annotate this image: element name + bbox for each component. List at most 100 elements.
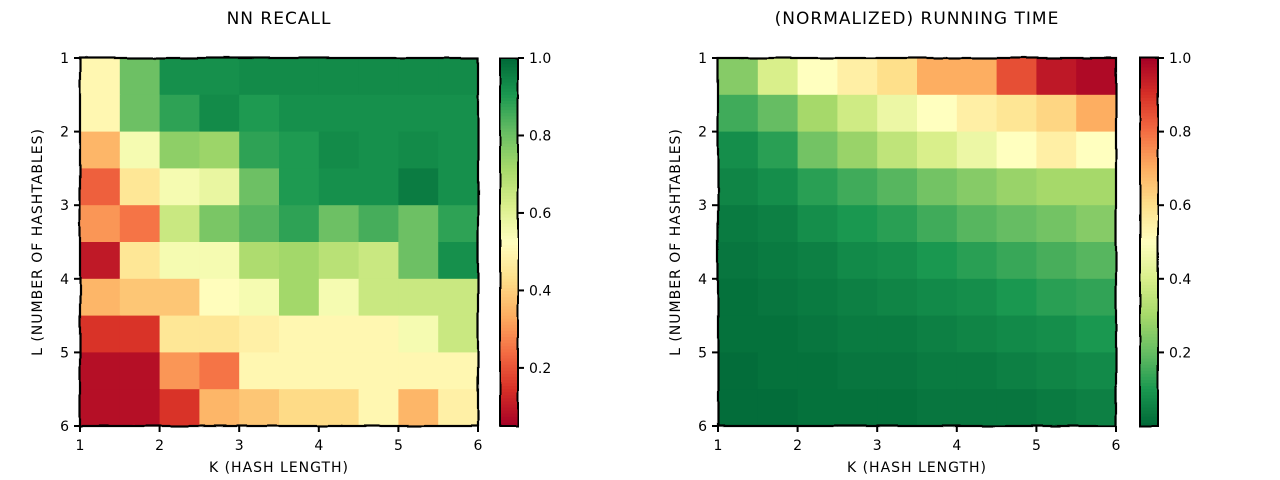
colorbar-swatch [500,235,518,240]
heatmap-cell [199,58,240,96]
colorbar-swatch [500,223,518,228]
colorbar-swatch [1140,309,1158,314]
colorbar-swatch [1140,284,1158,289]
heatmap-cell [358,94,399,133]
colorbar-swatch [500,61,518,65]
colorbar-swatch [1140,122,1158,127]
colorbar-swatch [1140,88,1158,93]
colorbar-swatch [500,211,518,215]
colorbar-swatch [1140,183,1158,188]
heatmap-cell [996,389,1037,427]
colorbar-swatch [500,220,518,225]
heatmap-cell [757,131,799,169]
colorbar-swatch [1140,110,1158,114]
colorbar-swatch [500,416,518,421]
colorbar-swatch [1140,275,1158,280]
x-axis-label: K (HASH LENGTH) [209,460,349,476]
heatmap-cell [1036,242,1077,280]
colorbar-swatch [500,232,518,237]
colorbar-swatch [500,122,518,127]
colorbar-swatch [500,337,518,341]
colorbar-tick-label: 0.4 [529,283,551,299]
colorbar-swatch [500,64,518,68]
heatmap-cell [199,315,240,353]
colorbar-tick-label: 1.0 [529,51,551,67]
colorbar-swatch [1140,235,1158,240]
heatmap-cell [80,205,121,243]
heatmap-cell [119,315,161,353]
colorbar-swatch [500,214,518,219]
colorbar-swatch [500,284,518,289]
heatmap-cell [1036,352,1077,390]
colorbar-swatch [1140,137,1158,142]
colorbar-swatch [1140,398,1158,403]
colorbar-swatch [1140,389,1158,393]
colorbar-swatch [1140,337,1158,341]
colorbar-swatch [1140,211,1158,215]
y-tick-label: 1 [60,51,69,67]
colorbar-swatch [500,358,518,363]
colorbar-swatch [500,238,518,243]
heatmap-cell [1036,315,1077,353]
colorbar-swatch [500,278,518,283]
heatmap-cell [279,205,320,243]
colorbar-tick-label: 0.8 [529,128,551,144]
colorbar-swatch [500,183,518,188]
heatmap-cell [757,94,799,133]
heatmap-cell [279,352,320,390]
heatmap-cell [199,242,240,280]
heatmap-cell [80,389,121,427]
colorbar-swatch [1140,358,1158,363]
heatmap-cell [917,242,958,280]
colorbar-swatch [500,303,518,307]
colorbar-swatch [500,91,518,96]
colorbar-swatch [500,168,518,173]
colorbar-swatch [500,275,518,280]
heatmap-cell [119,131,161,169]
heatmap-cell [837,352,878,390]
colorbar-swatch [1140,180,1158,185]
colorbar-swatch [1140,343,1158,347]
colorbar-swatch [1140,208,1158,212]
heatmap-cell [917,352,958,390]
colorbar-swatch [500,395,518,399]
heatmap-cell [837,168,878,206]
colorbar-swatch [1140,303,1158,307]
colorbar-swatch [500,88,518,93]
colorbar-swatch [500,297,518,301]
colorbar-swatch [500,309,518,314]
colorbar-swatch [500,373,518,378]
heatmap-cell [797,131,838,169]
colorbar-swatch [500,159,518,163]
colorbar-swatch [500,79,518,84]
colorbar-swatch [500,174,518,179]
colorbar-swatch [500,355,518,360]
heatmap-cell [159,94,200,133]
heatmap-cell [1076,352,1117,390]
colorbar-swatch [500,82,518,87]
heatmap-cell [877,352,918,390]
heatmap-cell [757,242,799,280]
heatmap-cell [1076,94,1117,133]
heatmap-cell [318,205,360,243]
heatmap-cell [718,242,759,280]
colorbar-swatch [1140,140,1158,145]
colorbar-swatch [500,73,518,77]
heatmap-cell [877,131,918,169]
heatmap-cell [438,205,479,243]
colorbar-swatch [500,254,518,258]
heatmap-cell [917,315,958,353]
heatmap-cell [1036,278,1077,317]
heatmap-cell [797,58,838,96]
colorbar-swatch [500,67,518,71]
colorbar-swatch [1140,352,1158,357]
colorbar: 0.2 0.4 0.6 0.8 1.0 [1139,51,1191,427]
heatmap-cell [797,168,838,206]
colorbar-frame [1139,57,1159,427]
colorbar-swatch [1140,383,1158,387]
heatmap-cell [757,315,799,353]
heatmap-cell [398,278,439,317]
heatmap-cell [239,242,280,280]
colorbar-swatch [1140,64,1158,68]
colorbar-swatch [500,245,518,249]
